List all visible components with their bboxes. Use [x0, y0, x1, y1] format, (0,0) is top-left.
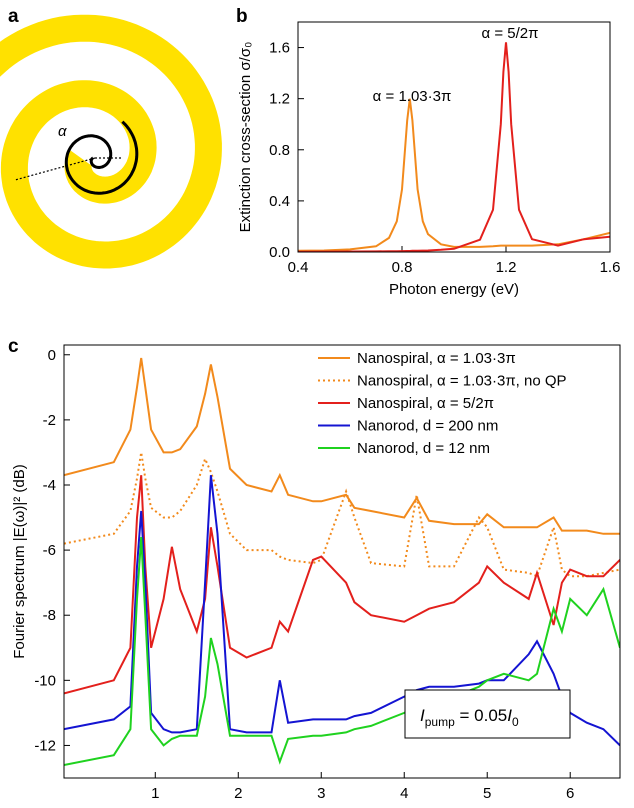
x-axis-label: Photon energy (eV) [389, 281, 519, 298]
peak-annotation: α = 1.03·3π [373, 88, 452, 105]
y-axis-label: Extinction cross-section σ/σ₀ [237, 42, 254, 233]
x-tick-label: 0.4 [288, 259, 309, 276]
alpha-label: α [58, 123, 67, 140]
annotation-part: 0 [512, 715, 519, 729]
data-line [64, 475, 620, 695]
legend-label: Nanospiral, α = 5/2π [357, 395, 494, 412]
annotation-part: I [420, 706, 425, 725]
y-tick-label: -4 [43, 477, 56, 494]
x-tick-label: 1 [151, 785, 159, 802]
y-tick-label: -10 [34, 672, 56, 689]
annotation: Ipump = 0.05I0 [420, 706, 519, 729]
y-tick-label: 1.6 [269, 40, 290, 57]
y-tick-label: -8 [43, 607, 56, 624]
y-tick-label: -2 [43, 412, 56, 429]
y-tick-label: 0.4 [269, 193, 290, 210]
spiral-wire [64, 120, 139, 195]
panel-label: a [8, 6, 19, 27]
x-tick-label: 1.2 [496, 259, 517, 276]
data-line [64, 475, 620, 747]
data-line [64, 452, 620, 578]
x-tick-label: 3 [317, 785, 325, 802]
x-tick-label: 5 [483, 785, 491, 802]
x-tick-label: 6 [566, 785, 574, 802]
y-tick-label: 1.2 [269, 91, 290, 108]
y-tick-label: 0.0 [269, 244, 290, 261]
data-line [298, 98, 610, 252]
x-tick-label: 0.8 [392, 259, 413, 276]
x-tick-label: 4 [400, 785, 408, 802]
data-line [64, 357, 620, 535]
data-line [64, 537, 620, 766]
y-tick-label: 0 [48, 347, 56, 364]
peak-annotation: α = 5/2π [482, 25, 539, 42]
data-line [298, 42, 610, 252]
y-tick-label: 0.8 [269, 142, 290, 159]
y-tick-label: -12 [34, 737, 56, 754]
legend-label: Nanorod, d = 200 nm [357, 418, 498, 435]
annotation-part: = 0.05 [455, 706, 507, 725]
x-tick-label: 2 [234, 785, 242, 802]
alpha-ray [14, 157, 96, 181]
x-tick-label: 1.6 [600, 259, 621, 276]
y-axis-label: Fourier spectrum |E(ω)|² (dB) [11, 464, 28, 659]
panel-label: c [8, 336, 19, 357]
annotation-part: I [507, 706, 512, 725]
annotation-box [404, 689, 571, 739]
plot-frame [63, 344, 621, 779]
annotation-part: pump [425, 715, 455, 729]
spiral-diagram [0, 14, 222, 269]
legend-label: Nanospiral, α = 1.03·3π, no QP [357, 373, 567, 390]
legend-label: Nanospiral, α = 1.03·3π [357, 350, 516, 367]
plot-frame [297, 21, 611, 253]
y-tick-label: -6 [43, 542, 56, 559]
legend-label: Nanorod, d = 12 nm [357, 440, 490, 457]
panel-label: b [236, 6, 248, 27]
